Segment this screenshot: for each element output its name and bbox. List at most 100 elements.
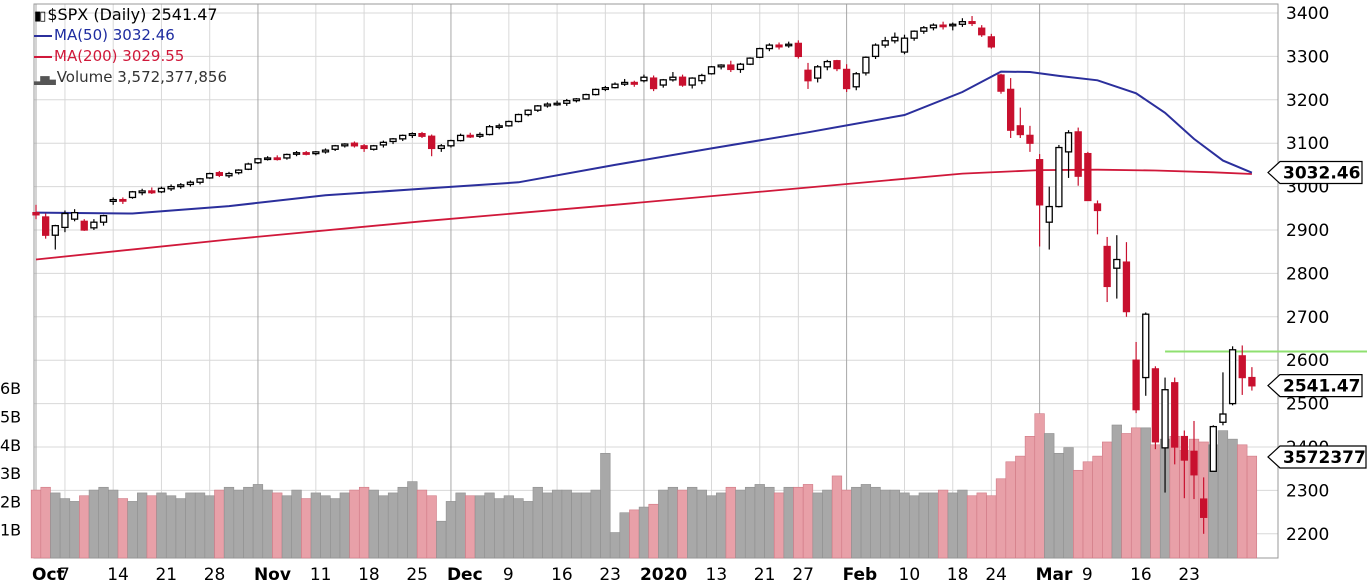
candle-body xyxy=(321,149,330,153)
volume-tick-label: 5B xyxy=(0,408,21,427)
volume-bar xyxy=(735,489,746,559)
volume-bar xyxy=(1015,455,1026,559)
volume-bar xyxy=(330,498,341,559)
candle-body xyxy=(678,76,687,86)
candle-body xyxy=(350,142,359,147)
legend-ma200-label: MA(200) 3029.55 xyxy=(54,47,185,65)
candle xyxy=(987,33,995,49)
legend-symbol-title: $SPX (Daily) 2541.47 xyxy=(47,5,218,24)
volume-bar xyxy=(1130,427,1142,559)
candle-body xyxy=(1238,355,1246,379)
candle xyxy=(736,62,745,73)
candle-body xyxy=(90,221,98,229)
candle xyxy=(958,18,967,27)
volume-bar xyxy=(252,484,264,559)
candle xyxy=(167,184,175,191)
candle-body xyxy=(1035,159,1044,206)
volume-bar xyxy=(802,484,814,559)
volume-bar xyxy=(1063,447,1074,559)
candle-body xyxy=(736,63,745,71)
volume-bar xyxy=(1082,461,1093,559)
candle xyxy=(949,22,957,31)
volume-bar xyxy=(378,495,389,559)
volume-bar xyxy=(108,489,119,559)
legend-ma200: MA(200) 3029.55 xyxy=(34,46,227,67)
candle xyxy=(138,188,146,196)
time-tick-label: Oct xyxy=(32,565,65,585)
candle xyxy=(215,170,224,178)
candle xyxy=(466,132,474,138)
candle xyxy=(1171,377,1179,465)
volume-bar xyxy=(69,501,80,559)
candle xyxy=(99,214,108,226)
candle xyxy=(997,73,1005,94)
candle xyxy=(157,186,166,194)
time-tick-label: Mar xyxy=(1036,565,1073,585)
volume-bar xyxy=(243,486,254,559)
candle-body xyxy=(370,145,378,150)
candle xyxy=(910,30,918,41)
candle-body xyxy=(592,88,600,96)
candle-body xyxy=(418,133,426,137)
candle-body xyxy=(1200,498,1208,518)
candle-body xyxy=(630,81,638,85)
candle-body xyxy=(186,181,195,186)
candle-body xyxy=(900,37,909,53)
volume-bar xyxy=(98,486,109,559)
volume-bar xyxy=(1044,433,1055,559)
volume-bar xyxy=(725,486,736,559)
volume-bar xyxy=(658,489,669,559)
candle xyxy=(32,204,40,220)
volume-bar xyxy=(30,489,42,559)
candle-body xyxy=(225,172,233,177)
candle-body xyxy=(302,152,310,155)
volume-bar xyxy=(851,486,862,559)
volume-bar xyxy=(1111,424,1122,559)
candle-body xyxy=(978,27,986,36)
candle xyxy=(1045,186,1053,250)
volume-bar xyxy=(117,498,128,559)
candle-body xyxy=(688,77,696,86)
volume-bar xyxy=(79,495,90,559)
candle xyxy=(1016,107,1024,138)
candle xyxy=(70,209,79,222)
time-tick-label: 25 xyxy=(406,565,428,585)
candle-body xyxy=(881,40,889,46)
candle xyxy=(678,74,687,87)
candle-body xyxy=(611,83,619,89)
candle xyxy=(244,162,252,171)
candle-body xyxy=(717,64,725,68)
candle-body xyxy=(42,216,50,236)
volume-bar xyxy=(272,492,283,559)
volume-bar xyxy=(1150,444,1161,559)
volume-bar xyxy=(1227,438,1238,559)
volume-bar xyxy=(214,489,225,559)
time-tick-label: 27 xyxy=(792,565,814,585)
last-price-tag: 2541.47 xyxy=(1267,374,1363,398)
candle-body xyxy=(70,211,79,220)
time-tick-label: 11 xyxy=(310,565,332,585)
candle xyxy=(833,59,841,72)
candle-body xyxy=(891,36,899,42)
volume-bar xyxy=(947,492,958,559)
candle xyxy=(1190,420,1198,500)
candle xyxy=(823,59,831,71)
volume-bar xyxy=(870,486,881,559)
ma50-value-tag-text: 3032.46 xyxy=(1283,164,1360,184)
legend-volume-label: Volume 3,572,377,856 xyxy=(56,68,227,86)
candle xyxy=(370,144,378,151)
candle xyxy=(1084,151,1092,202)
volume-tick-label: 1B xyxy=(0,521,21,540)
time-tick-label: 2020 xyxy=(640,565,687,585)
volume-bar xyxy=(349,489,360,559)
candle xyxy=(785,41,793,48)
candle-body xyxy=(1055,146,1063,208)
candle-body xyxy=(263,157,272,161)
candle-body xyxy=(51,225,59,236)
candle-body xyxy=(437,145,445,150)
candle-body xyxy=(1248,376,1256,387)
candle xyxy=(727,60,735,73)
candle-body xyxy=(823,60,831,68)
candle-body xyxy=(698,74,706,82)
volume-bar xyxy=(764,486,775,559)
